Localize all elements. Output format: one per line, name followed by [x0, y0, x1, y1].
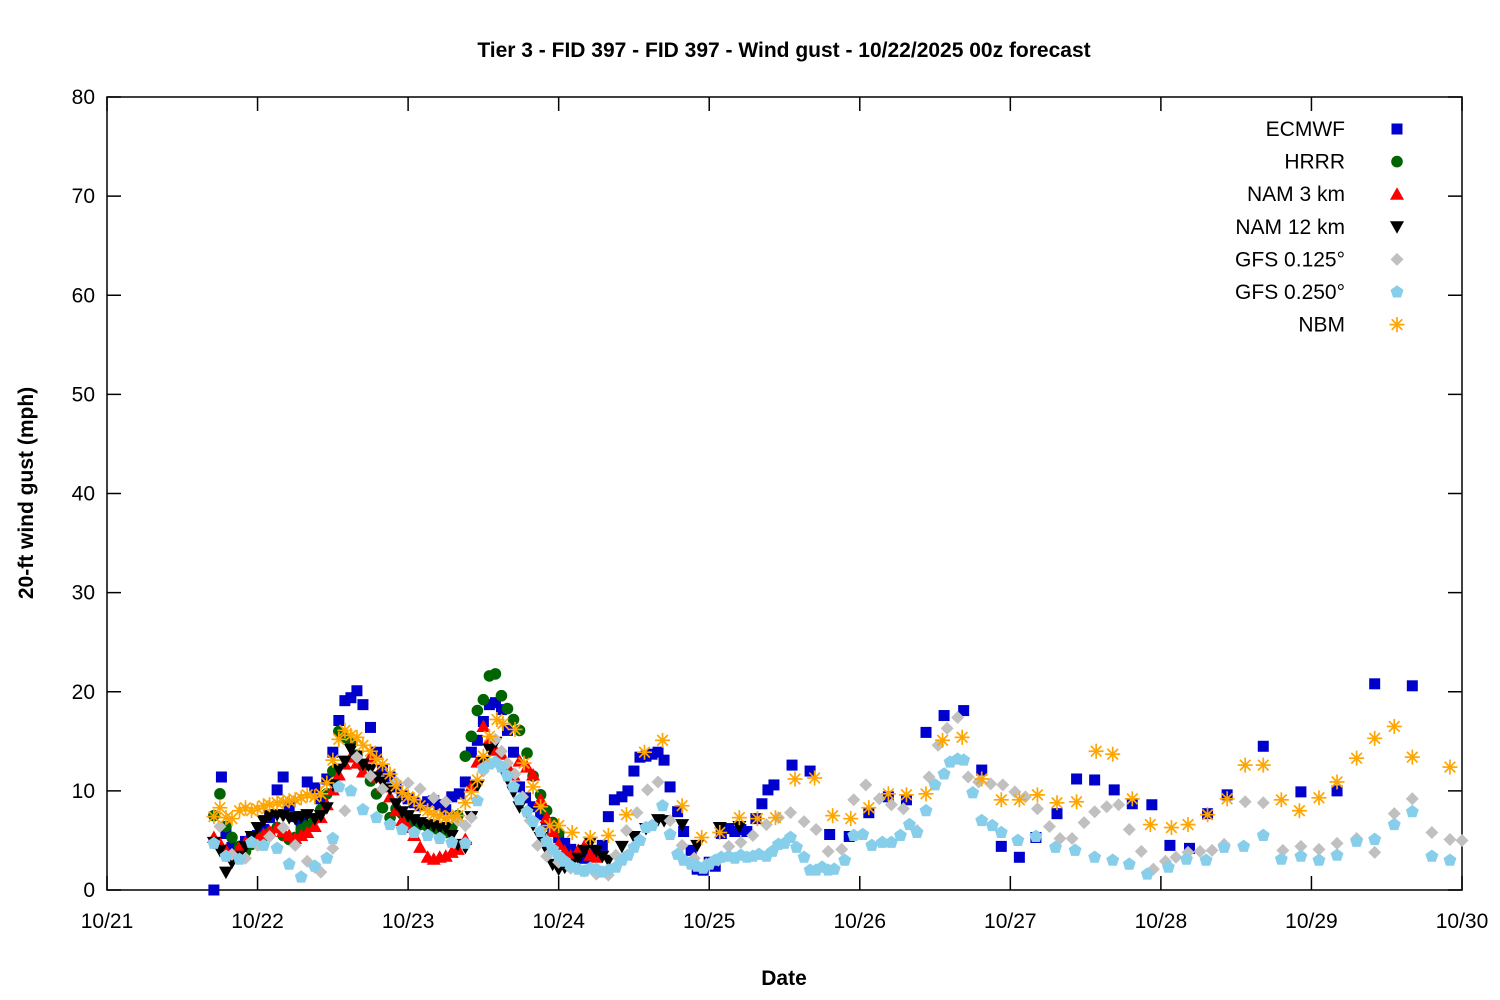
y-tick-label: 80: [72, 86, 95, 109]
legend-label-hrrr: HRRR: [1284, 151, 1345, 174]
legend-marker-gfs-0-125-: [1390, 252, 1404, 266]
axis-ticks: [106, 96, 1463, 891]
legend-label-nam-3-km: NAM 3 km: [1247, 183, 1345, 206]
chart-title: Tier 3 - FID 397 - FID 397 - Wind gust -…: [477, 39, 1090, 62]
legend-label-gfs-0-250-: GFS 0.250°: [1235, 281, 1345, 304]
x-tick-label: 10/28: [1135, 910, 1188, 933]
x-tick-label: 10/29: [1285, 910, 1338, 933]
series-gfs-0-250-: [207, 752, 1457, 883]
series-nbm: [206, 712, 1458, 845]
y-tick-label: 0: [83, 879, 95, 902]
x-axis-title: Date: [761, 967, 807, 990]
legend-marker-nam-3-km: [1390, 187, 1404, 200]
y-tick-label: 30: [72, 582, 95, 605]
x-axis-tick-labels: 10/21 10/22 10/23 10/24 10/25 10/26 10/27 10/28…: [81, 910, 1489, 933]
x-tick-label: 10/24: [532, 910, 585, 933]
x-tick-label: 10/26: [833, 910, 886, 933]
x-tick-label: 10/23: [382, 910, 435, 933]
legend-label-ecmwf: ECMWF: [1266, 118, 1345, 141]
legend-label-gfs-0-125-: GFS 0.125°: [1235, 248, 1345, 271]
legend-marker-nbm: [1389, 317, 1405, 333]
data-points-layer: [206, 668, 1469, 896]
legend-marker-ecmwf: [1391, 123, 1403, 135]
x-tick-label: 10/27: [984, 910, 1037, 933]
y-axis-tick-labels: 0 10 20 30 40 50 60 70 80: [72, 86, 95, 902]
x-tick-label: 10/22: [231, 910, 284, 933]
legend-marker-gfs-0-250-: [1390, 285, 1404, 298]
legend-label-nbm: NBM: [1298, 314, 1345, 337]
y-tick-label: 10: [72, 780, 95, 803]
y-tick-label: 50: [72, 383, 95, 406]
y-axis-title: 20-ft wind gust (mph): [15, 387, 38, 599]
legend-marker-hrrr: [1391, 155, 1403, 168]
y-tick-label: 70: [72, 185, 95, 208]
legend: ECMWF HRRR NAM 3 km NAM 12 km GFS 0.125° GFS …: [1235, 118, 1405, 337]
y-tick-label: 20: [72, 681, 95, 704]
y-tick-label: 60: [72, 284, 95, 307]
legend-label-nam-12-km: NAM 12 km: [1235, 216, 1345, 239]
y-tick-label: 40: [72, 483, 95, 506]
x-tick-label: 10/21: [81, 910, 134, 933]
legend-marker-nam-12-km: [1390, 221, 1404, 234]
x-tick-label: 10/30: [1436, 910, 1489, 933]
x-tick-label: 10/25: [683, 910, 736, 933]
